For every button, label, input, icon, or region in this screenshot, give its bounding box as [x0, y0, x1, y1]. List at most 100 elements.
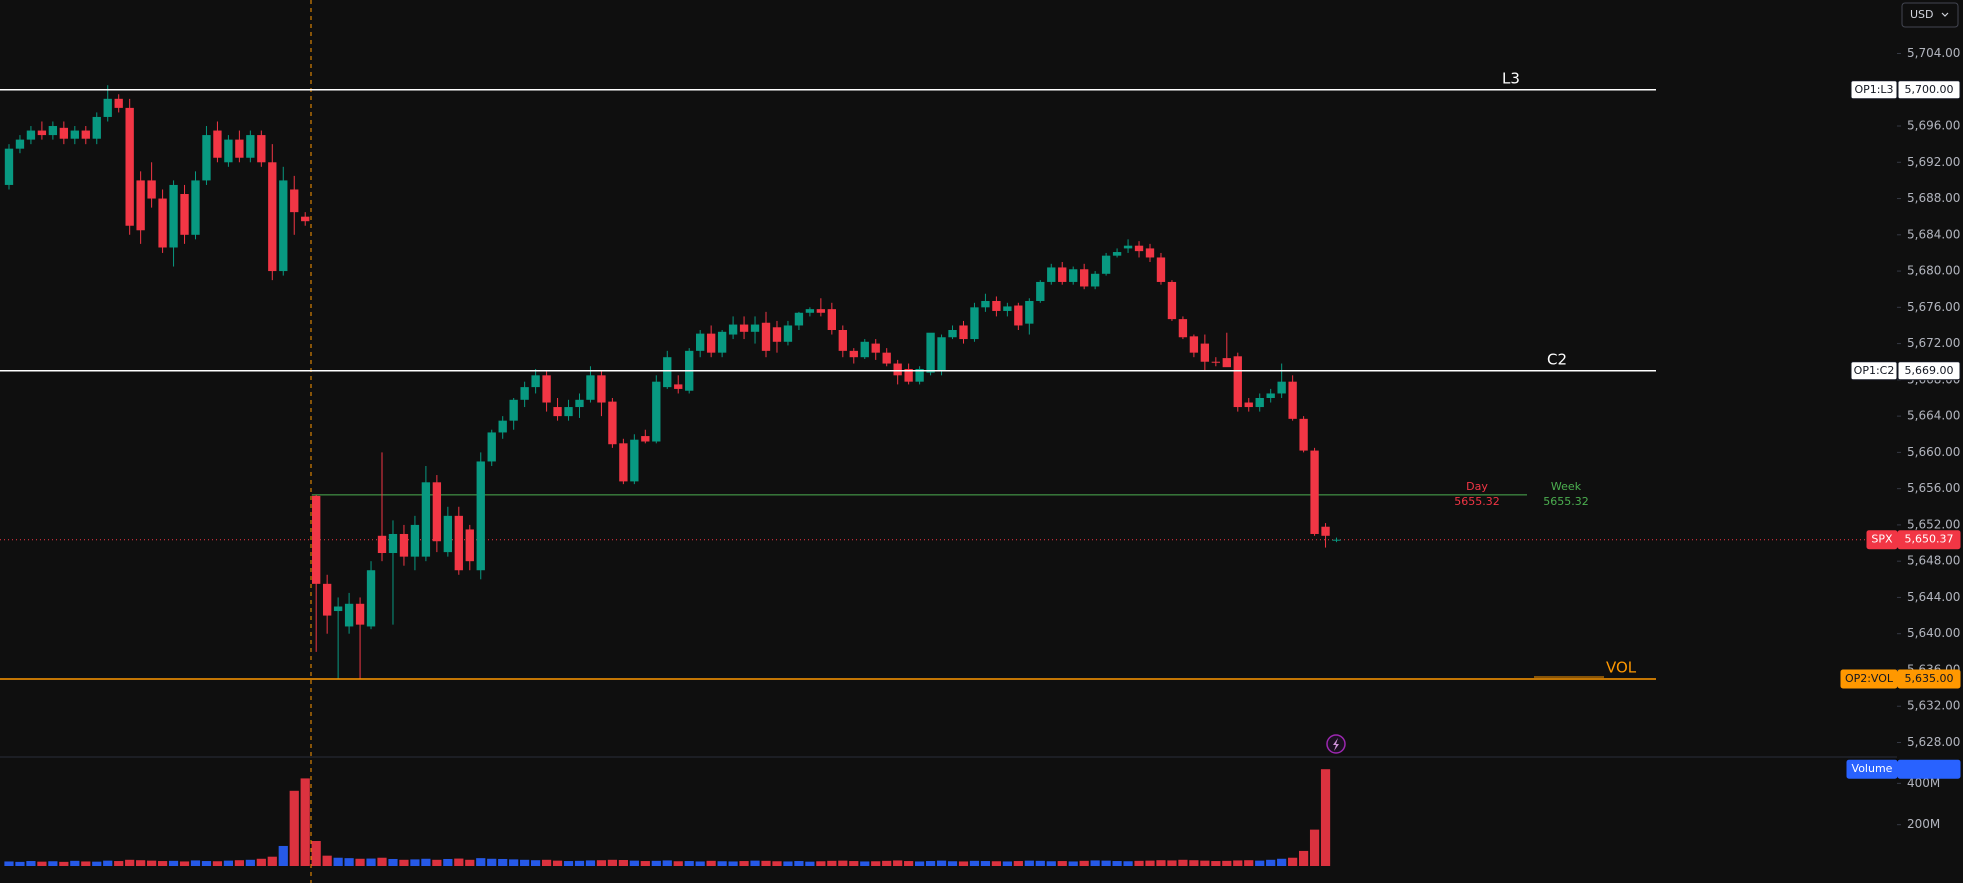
volume-bar: [914, 861, 925, 866]
candle-body: [301, 216, 310, 222]
volume-bar: [520, 859, 530, 866]
price-tag: Volume: [1846, 759, 1961, 779]
candle-body: [158, 198, 167, 248]
volume-bar: [607, 859, 618, 866]
candle-body: [180, 194, 189, 235]
currency-label: USD: [1910, 8, 1934, 21]
candle-body: [1266, 393, 1275, 398]
candle-body: [992, 300, 1001, 311]
candle-body: [26, 130, 36, 140]
volume-bar: [1222, 860, 1232, 866]
pivot-value: 5655.32: [1454, 495, 1500, 508]
volume-bar: [1079, 860, 1089, 866]
volume-bar: [629, 860, 639, 866]
price-tag: OP1:L3 5,700.00: [1850, 80, 1961, 100]
y-tick-label: 5,704.00: [1907, 46, 1960, 60]
volume-bar: [893, 860, 903, 866]
candle-body: [312, 495, 321, 584]
candle-body: [915, 368, 924, 382]
candle-body: [366, 570, 376, 627]
candle-body: [1211, 361, 1220, 363]
tag-value-box: [1897, 80, 1961, 100]
candle-body: [213, 130, 222, 158]
volume-bar: [695, 861, 705, 866]
candle-body: [235, 139, 244, 158]
candle-body: [410, 524, 420, 557]
alert-icon[interactable]: [1326, 734, 1346, 754]
candle-body: [443, 515, 453, 553]
volume-bar: [541, 859, 552, 866]
currency-box[interactable]: [1901, 2, 1959, 28]
volume-bar: [476, 858, 486, 866]
candle-body: [630, 439, 639, 482]
candle-body: [4, 148, 14, 185]
y-tick-label: 5,688.00: [1907, 191, 1960, 205]
volume-bar: [1134, 860, 1144, 866]
candle-body: [399, 533, 409, 557]
candle-body: [959, 325, 968, 340]
volume-bar: [300, 778, 310, 866]
candle-body: [553, 407, 562, 417]
candle-body: [465, 529, 474, 562]
tag-value-box: [1897, 759, 1961, 779]
tag-value: 5,650.37: [1905, 533, 1954, 546]
volume-bar: [640, 861, 650, 866]
volume-bar: [26, 861, 36, 866]
volume-bar: [377, 857, 387, 866]
volume-bar: [509, 859, 519, 866]
volume-bar: [92, 861, 102, 866]
volume-bar: [1112, 861, 1122, 866]
candle-body: [1332, 539, 1341, 541]
tag-value: 5,635.00: [1905, 672, 1954, 685]
candle-body: [597, 375, 606, 403]
candle-body: [1036, 281, 1045, 301]
candle-body: [1200, 343, 1210, 362]
volume-bar: [618, 860, 628, 866]
volume-bar: [1255, 860, 1265, 866]
candle-body: [520, 387, 529, 400]
volume-bar: [662, 860, 672, 866]
tag-name-box: [1846, 759, 1898, 779]
candle-body: [893, 363, 902, 376]
volume-bar: [585, 860, 596, 866]
volume-bar: [827, 860, 837, 866]
candle-body: [114, 98, 123, 108]
alert-bolt: [1333, 738, 1339, 751]
volume-bar: [794, 861, 804, 866]
volume-bar: [4, 861, 14, 866]
candle-body: [290, 189, 299, 213]
candle-body: [147, 180, 156, 199]
volume-bar: [147, 860, 157, 866]
tag-value-box: [1897, 361, 1961, 381]
candle-body: [246, 135, 255, 158]
candle-body: [1189, 336, 1199, 353]
volume-bar: [421, 858, 431, 866]
candle-body: [882, 352, 891, 364]
volume-bar: [125, 859, 135, 866]
volume-bar: [190, 860, 201, 866]
candle-body: [1090, 273, 1100, 287]
candle-body: [1310, 450, 1319, 534]
volume-bar: [245, 859, 255, 866]
volume-bar: [969, 860, 980, 866]
volume-bar: [728, 861, 738, 866]
volume-bar: [70, 860, 80, 866]
volume-bar: [1178, 859, 1188, 866]
candle-body: [322, 583, 332, 616]
volume-bar: [1298, 850, 1309, 866]
candle-body: [849, 350, 858, 358]
candle-body: [191, 180, 200, 235]
y-tick-label: 5,680.00: [1907, 264, 1960, 278]
candle-body: [1080, 269, 1089, 287]
volume-bar: [1057, 861, 1067, 866]
candle-body: [1244, 402, 1253, 408]
volume-bar: [1167, 860, 1177, 866]
tag-name: SPX: [1871, 533, 1893, 546]
y-tick-label: 5,656.00: [1907, 481, 1960, 495]
candle-body: [59, 127, 69, 139]
volume-bar: [849, 861, 859, 866]
volume-bar: [465, 859, 475, 866]
level-name: L3: [1502, 69, 1520, 87]
currency-select[interactable]: USD: [1901, 2, 1959, 28]
